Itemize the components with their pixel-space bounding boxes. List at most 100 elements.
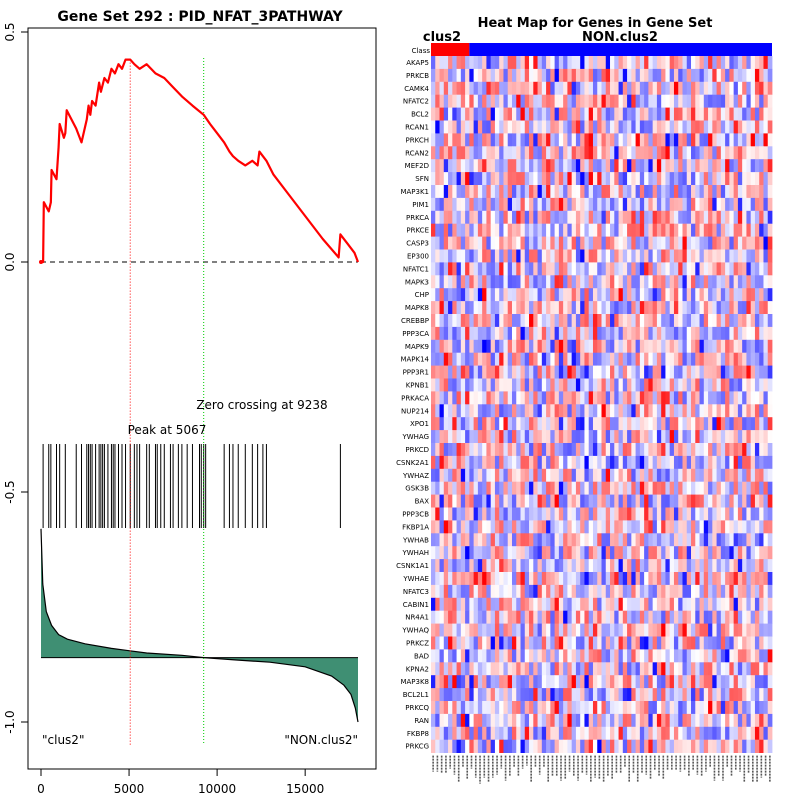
heat-map-cell bbox=[631, 455, 636, 470]
heat-map-cell bbox=[499, 378, 504, 392]
heat-map-cell bbox=[601, 94, 607, 108]
heat-map-cell bbox=[469, 197, 475, 212]
heat-map-cell bbox=[767, 507, 773, 521]
heat-map-cell bbox=[580, 339, 585, 354]
heat-map-cell bbox=[763, 520, 769, 534]
heat-map-cell bbox=[443, 636, 449, 650]
heat-map-cell bbox=[754, 120, 760, 134]
heat-map-cell bbox=[546, 301, 551, 315]
heat-map-cell bbox=[605, 185, 611, 199]
heat-map-row bbox=[431, 443, 773, 457]
heat-map-cell bbox=[529, 584, 534, 599]
heat-map-cell bbox=[703, 301, 709, 315]
heat-map-cell bbox=[473, 352, 479, 366]
heat-map-cell bbox=[435, 314, 440, 328]
heat-map-cell bbox=[588, 662, 594, 676]
heat-map-cell bbox=[439, 507, 445, 521]
heat-map-cell bbox=[494, 314, 500, 328]
heat-map-cell bbox=[635, 404, 641, 418]
heat-map-cell bbox=[737, 481, 743, 495]
heat-map-cell bbox=[631, 120, 636, 134]
gene-label: KPNB1 bbox=[406, 381, 429, 389]
heat-map-cell bbox=[729, 146, 735, 160]
heat-map-cell bbox=[499, 210, 504, 225]
heat-map-cell bbox=[477, 172, 483, 186]
heat-map-cell bbox=[465, 236, 470, 250]
heat-map-row bbox=[431, 533, 773, 547]
heat-map-cell bbox=[742, 339, 747, 354]
heat-map-cell bbox=[469, 223, 475, 237]
heat-map-cell bbox=[533, 301, 538, 315]
heat-map-cell bbox=[558, 675, 564, 689]
heat-map-cell bbox=[742, 726, 747, 741]
heat-map-cell bbox=[610, 352, 615, 366]
heat-map-cell bbox=[546, 378, 551, 392]
heat-map-cell bbox=[665, 559, 671, 573]
heat-map-cell bbox=[592, 533, 598, 547]
heat-map-cell bbox=[648, 623, 654, 637]
heat-map-cell bbox=[661, 262, 666, 276]
heat-map-cell bbox=[656, 584, 662, 599]
heat-map-cell bbox=[691, 701, 696, 715]
heat-map-cell bbox=[439, 546, 445, 560]
heat-map-cell bbox=[575, 249, 581, 263]
heat-map-cell bbox=[588, 533, 594, 547]
heat-map-cell bbox=[592, 481, 598, 495]
heat-map-cell bbox=[725, 649, 730, 663]
heat-map-cell bbox=[763, 275, 769, 289]
heat-map-cell bbox=[448, 494, 453, 508]
heat-map-cell bbox=[635, 107, 641, 121]
heat-map-cell bbox=[563, 249, 568, 263]
heat-map-cell bbox=[656, 56, 662, 70]
heat-map-cell bbox=[511, 455, 517, 470]
heat-map-cell bbox=[554, 210, 560, 225]
gene-label: AKAP5 bbox=[406, 59, 429, 67]
heat-map-cell bbox=[682, 236, 688, 250]
heat-map-cell bbox=[665, 404, 671, 418]
heat-map-cell bbox=[516, 172, 521, 186]
heat-map-cell bbox=[767, 546, 773, 560]
heat-map-cell bbox=[473, 210, 479, 225]
heat-map-cell bbox=[686, 572, 692, 586]
heat-map-cell bbox=[597, 210, 602, 225]
heat-map-cell bbox=[592, 120, 598, 134]
heat-map-cell bbox=[469, 378, 475, 392]
heat-map-cell bbox=[627, 455, 632, 470]
heat-map-cell bbox=[443, 494, 449, 508]
heat-map-cell bbox=[473, 417, 479, 431]
heat-map-cell bbox=[695, 726, 700, 741]
heat-map-cell bbox=[648, 507, 654, 521]
heat-map-cell bbox=[439, 107, 445, 121]
heat-map-cell bbox=[733, 391, 739, 405]
heat-map-cell bbox=[597, 223, 602, 237]
heat-map-cell bbox=[554, 675, 560, 689]
heat-map-cell bbox=[567, 675, 573, 689]
heat-map-cell bbox=[678, 726, 683, 741]
heat-map-cell bbox=[477, 236, 483, 250]
heat-map-cell bbox=[431, 636, 436, 650]
heat-map-cell bbox=[473, 533, 479, 547]
heat-map-cell bbox=[584, 249, 590, 263]
heat-map-cell bbox=[703, 417, 709, 431]
heat-map-cell bbox=[456, 172, 462, 186]
heat-map-cell bbox=[767, 378, 773, 392]
heat-map-cell bbox=[729, 56, 735, 70]
heat-map-cell bbox=[533, 636, 538, 650]
gene-label: MAP3K8 bbox=[400, 678, 429, 686]
heat-map-cell bbox=[541, 636, 547, 650]
heat-map-cell bbox=[682, 107, 688, 121]
heat-map-cell bbox=[580, 314, 585, 328]
heat-map-cell bbox=[656, 713, 662, 728]
heat-map-cell bbox=[673, 726, 679, 741]
heat-map-cell bbox=[486, 443, 492, 457]
heat-map-cell bbox=[507, 133, 513, 147]
heat-map-cell bbox=[486, 301, 492, 315]
heat-map-cell bbox=[554, 339, 560, 354]
heat-map-cell bbox=[554, 288, 560, 302]
heat-map-cell bbox=[503, 739, 509, 753]
heat-map-cell bbox=[742, 301, 747, 315]
heat-map-cell bbox=[754, 326, 760, 341]
heat-map-cell bbox=[661, 636, 666, 650]
heat-map-cell bbox=[622, 107, 628, 121]
heat-map-cell bbox=[592, 210, 598, 225]
